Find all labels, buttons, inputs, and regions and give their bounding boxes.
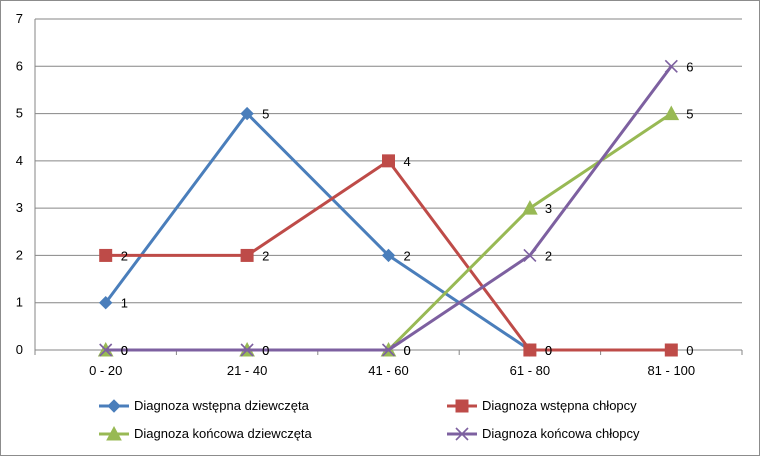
data-label: 1 [121, 296, 128, 311]
legend-marker [455, 427, 469, 441]
data-label: 5 [686, 107, 693, 122]
x-tick-label: 41 - 60 [368, 363, 408, 378]
y-tick-label: 0 [16, 342, 23, 357]
series-line-3 [105, 112, 673, 352]
data-label: 4 [404, 154, 411, 169]
x-tick-label: 81 - 100 [647, 363, 695, 378]
data-label: 3 [545, 201, 552, 216]
data-label: 0 [404, 343, 411, 358]
data-point-series-4 [240, 343, 254, 357]
y-tick-label: 5 [16, 106, 23, 121]
data-point-series-1 [240, 106, 254, 121]
data-point-series-3 [522, 200, 538, 215]
y-tick-label: 4 [16, 153, 23, 168]
x-tick-label: 21 - 40 [227, 363, 267, 378]
data-label: 2 [404, 248, 411, 263]
data-point-series-4 [523, 248, 537, 262]
data-point-series-3 [663, 105, 680, 121]
y-tick-label: 6 [16, 58, 23, 73]
data-point-series-4 [99, 343, 113, 357]
x-tick-label: 61 - 80 [510, 363, 550, 378]
legend-label: Diagnoza wstępna dziewczęta [134, 398, 310, 413]
y-tick-label: 7 [16, 11, 23, 26]
data-point-series-4 [664, 59, 678, 73]
data-label: 0 [686, 343, 693, 358]
data-point-series-1 [98, 296, 113, 310]
data-label: 0 [404, 343, 411, 358]
data-label: 0 [545, 343, 552, 358]
data-point-series-1 [381, 248, 396, 263]
legend-label: Diagnoza wstępna chłopcy [482, 398, 637, 413]
data-label: 0 [262, 343, 269, 358]
legend-label: Diagnoza końcowa chłopcy [482, 426, 640, 441]
y-tick-label: 3 [16, 200, 23, 215]
y-tick-label: 1 [16, 295, 23, 310]
x-tick-label: 0 - 20 [89, 363, 122, 378]
legend-marker [455, 399, 469, 413]
legend-marker [107, 399, 121, 413]
data-point-series-2 [240, 248, 254, 262]
data-label: 2 [121, 248, 128, 263]
data-point-series-2 [99, 248, 113, 262]
data-label: 2 [262, 248, 269, 263]
data-label: 5 [262, 107, 269, 122]
y-tick-label: 2 [16, 247, 23, 262]
data-label: 6 [686, 59, 693, 74]
data-label: 2 [545, 248, 552, 263]
series-line-1 [104, 112, 531, 352]
legend-label: Diagnoza końcowa dziewczęta [134, 426, 313, 441]
data-point-series-2 [523, 343, 537, 357]
data-point-series-4 [381, 343, 396, 357]
legend-marker [106, 425, 122, 441]
data-point-series-2 [664, 343, 678, 357]
data-label: 0 [121, 343, 128, 358]
data-point-series-2 [382, 154, 395, 168]
